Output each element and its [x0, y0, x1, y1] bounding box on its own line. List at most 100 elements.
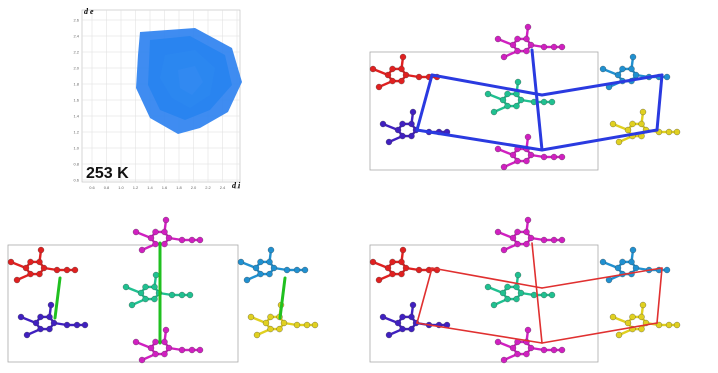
atom — [28, 259, 34, 265]
atom — [515, 79, 521, 85]
atom — [72, 267, 78, 273]
atom — [385, 265, 391, 271]
atom — [28, 271, 34, 277]
atom — [409, 326, 415, 332]
atom — [501, 54, 507, 60]
x-axis-title: d i — [232, 181, 241, 190]
molecule — [123, 272, 193, 308]
y-tick-label: 1.6 — [73, 98, 79, 103]
atom — [302, 267, 308, 273]
y-tick-label: 1.8 — [73, 82, 79, 87]
contact-line — [55, 278, 60, 318]
atom — [518, 97, 524, 103]
atom — [514, 284, 520, 290]
atom — [528, 152, 534, 158]
molecule — [495, 24, 565, 60]
atom — [153, 339, 159, 345]
atom — [495, 229, 501, 235]
atom — [376, 84, 382, 90]
atom — [179, 292, 185, 298]
atom — [153, 351, 159, 357]
y-tick-label: 2.0 — [73, 66, 79, 71]
atom — [528, 345, 534, 351]
atom — [153, 272, 159, 278]
contact-line — [657, 75, 662, 130]
atom — [284, 267, 290, 273]
atom — [187, 292, 193, 298]
x-tick-label: 1.2 — [133, 185, 139, 190]
atom — [277, 326, 283, 332]
atom — [399, 66, 405, 72]
atom — [54, 267, 60, 273]
y-tick-label: 0.8 — [73, 162, 79, 167]
atom — [129, 302, 135, 308]
contact-line — [417, 323, 542, 343]
atom — [267, 259, 273, 265]
atom — [400, 326, 406, 332]
atom — [162, 229, 168, 235]
atom — [630, 247, 636, 253]
atom — [491, 302, 497, 308]
atom — [410, 109, 416, 115]
atom — [630, 314, 636, 320]
atom — [24, 332, 30, 338]
atom — [409, 121, 415, 127]
atom — [629, 66, 635, 72]
atom — [268, 314, 274, 320]
x-tick-label: 1.6 — [162, 185, 168, 190]
atom — [133, 229, 139, 235]
atom — [197, 237, 203, 243]
atom — [37, 259, 43, 265]
x-tick-label: 1.4 — [147, 185, 153, 190]
atom — [525, 134, 531, 140]
contact-line — [542, 268, 662, 288]
atom — [143, 284, 149, 290]
atom — [524, 48, 530, 54]
atom — [153, 241, 159, 247]
atom — [390, 66, 396, 72]
molecule — [380, 302, 450, 338]
atom — [294, 267, 300, 273]
atom — [238, 259, 244, 265]
atom — [304, 322, 310, 328]
contact-line — [417, 268, 432, 323]
atom — [510, 42, 516, 48]
atom — [515, 272, 521, 278]
atom — [541, 292, 547, 298]
atom — [500, 290, 506, 296]
atom — [268, 326, 274, 332]
atom — [664, 267, 670, 273]
molecule — [485, 79, 555, 115]
atom — [674, 322, 680, 328]
atom — [267, 271, 273, 277]
x-tick-label: 2.4 — [220, 185, 226, 190]
atom — [370, 259, 376, 265]
atom — [163, 217, 169, 223]
atom — [41, 265, 47, 271]
atom — [395, 127, 401, 133]
atom — [416, 267, 422, 273]
atom — [123, 284, 129, 290]
atom — [179, 237, 185, 243]
atom — [64, 322, 70, 328]
atom — [525, 327, 531, 333]
atom — [138, 290, 144, 296]
atom — [400, 133, 406, 139]
atom — [400, 54, 406, 60]
atom — [38, 326, 44, 332]
atom — [162, 339, 168, 345]
atom — [528, 42, 534, 48]
atom — [38, 314, 44, 320]
atom — [640, 302, 646, 308]
atom — [541, 44, 547, 50]
molecule — [133, 217, 203, 253]
atom — [294, 322, 300, 328]
atom — [528, 235, 534, 241]
atom — [674, 129, 680, 135]
molecule — [495, 134, 565, 170]
y-tick-label: 0.6 — [73, 178, 79, 183]
atom — [169, 292, 175, 298]
atom — [179, 347, 185, 353]
atom — [399, 78, 405, 84]
